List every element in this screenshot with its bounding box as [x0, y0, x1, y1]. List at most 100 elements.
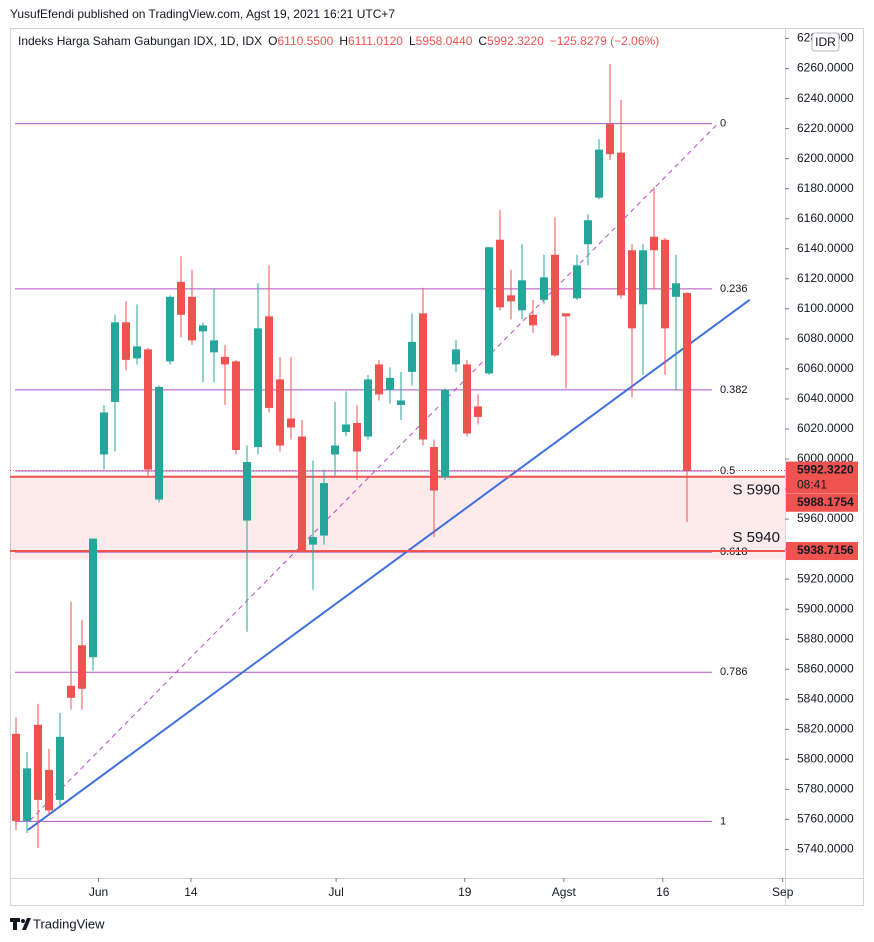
y-tick-label: 6100.0000 — [797, 301, 854, 315]
trend-line — [27, 299, 751, 831]
candle-body — [144, 349, 152, 470]
legend: Indeks Harga Saham Gabungan IDX, 1D, IDX… — [18, 34, 659, 48]
x-tick-label: Jun — [89, 885, 108, 899]
candle-body — [397, 400, 405, 405]
candle-body — [485, 247, 493, 374]
y-tick-label: 6060.0000 — [797, 361, 854, 375]
support-zone — [10, 475, 785, 560]
candle-body — [419, 313, 427, 440]
field-key: C — [478, 34, 487, 48]
y-tick-label: 6200.0000 — [797, 151, 854, 165]
fib-label: 0 — [720, 118, 726, 130]
y-tick-label: 5820.0000 — [797, 721, 854, 735]
price-label-box — [786, 542, 858, 561]
y-tick-label: 5920.0000 — [797, 571, 854, 585]
field-value: 5992.3220 — [487, 34, 544, 48]
candle-body — [298, 436, 306, 551]
candle-body — [661, 239, 669, 329]
attribution: YusufEfendi published on TradingView.com… — [10, 7, 395, 21]
candle-body — [56, 736, 64, 800]
candle-body — [650, 236, 658, 251]
currency: IDR — [815, 35, 836, 49]
x-tick-label: 14 — [184, 885, 198, 899]
y-tick-label: 5740.0000 — [797, 842, 854, 856]
candle-body — [23, 768, 31, 821]
y-tick-label: 5800.0000 — [797, 752, 854, 766]
support-label: S 5940 — [732, 529, 780, 546]
field-value: 6111.0120 — [348, 34, 403, 48]
y-tick-label: 6160.0000 — [797, 211, 854, 225]
candle-body — [375, 364, 383, 395]
candle-body — [496, 239, 504, 308]
candle-body — [595, 149, 603, 198]
field-key: O — [268, 34, 277, 48]
field-key: H — [339, 34, 348, 48]
candle-body — [67, 685, 75, 698]
y-tick-label: 6020.0000 — [797, 421, 854, 435]
candle-body — [122, 322, 130, 360]
candle-body — [232, 361, 240, 450]
candle-body — [617, 152, 625, 296]
candle-body — [551, 254, 559, 356]
y-tick-label: 6040.0000 — [797, 391, 854, 405]
y-tick-label: 5780.0000 — [797, 782, 854, 796]
candle-body — [518, 280, 526, 311]
candle-body — [254, 328, 262, 447]
candle-body — [166, 296, 174, 362]
y-tick-label: 5960.0000 — [797, 511, 854, 525]
candle-body — [34, 724, 42, 800]
candle-body — [12, 733, 20, 821]
candle-body — [155, 386, 163, 500]
candle-body — [672, 283, 680, 297]
candle-body — [364, 379, 372, 437]
change: −125.8279 (−2.06%) — [550, 34, 659, 48]
currency-box — [811, 32, 840, 52]
candle-body — [452, 349, 460, 365]
candle-body — [507, 295, 515, 302]
candle-body — [320, 483, 328, 536]
candle-body — [606, 124, 614, 155]
fib-label: 1 — [720, 815, 726, 827]
candle-body — [639, 250, 647, 305]
candle-body — [89, 538, 97, 658]
candle-body — [331, 445, 339, 455]
price-label: 5988.1754 — [797, 495, 854, 509]
y-tick-label: 5860.0000 — [797, 661, 854, 675]
price-label: 5938.7156 — [797, 543, 854, 557]
fib-diagonal — [29, 123, 719, 821]
logo — [10, 918, 31, 930]
y-tick-label: 6240.0000 — [797, 91, 854, 105]
fib-label: 0.382 — [720, 384, 748, 396]
x-tick-label: Jul — [328, 885, 343, 899]
price-label-box — [786, 493, 858, 512]
candle-body — [430, 446, 438, 491]
candle-body — [199, 325, 207, 332]
symbol: Indeks Harga Saham Gabungan IDX, 1D, IDX — [18, 34, 262, 48]
fib-label: 0.236 — [720, 283, 748, 295]
y-tick-label: 6080.0000 — [797, 331, 854, 345]
y-tick-label: 6120.0000 — [797, 271, 854, 285]
x-tick-label: Agst — [552, 885, 577, 899]
candle-body — [287, 418, 295, 428]
x-tick-label: 16 — [656, 885, 670, 899]
candle-body — [584, 220, 592, 245]
last-price-box — [786, 461, 858, 494]
y-tick-label: 5840.0000 — [797, 691, 854, 705]
y-tick-label: 5760.0000 — [797, 812, 854, 826]
support-label: S 5990 — [732, 482, 780, 499]
y-tick-label: 6180.0000 — [797, 181, 854, 195]
candle-body — [177, 281, 185, 315]
field-value: 6110.5500 — [277, 34, 333, 48]
candle-body — [45, 769, 53, 811]
countdown: 08:41 — [797, 478, 827, 492]
footer: TradingView — [33, 916, 105, 931]
candle-body — [78, 645, 86, 689]
candle-body — [529, 314, 537, 326]
last-price-label: 5992.3220 — [797, 463, 854, 477]
candle-body — [540, 277, 548, 300]
candle-body — [562, 313, 570, 317]
field-key: L — [409, 34, 416, 48]
x-tick-label: 19 — [458, 885, 472, 899]
candle-body — [265, 316, 273, 408]
